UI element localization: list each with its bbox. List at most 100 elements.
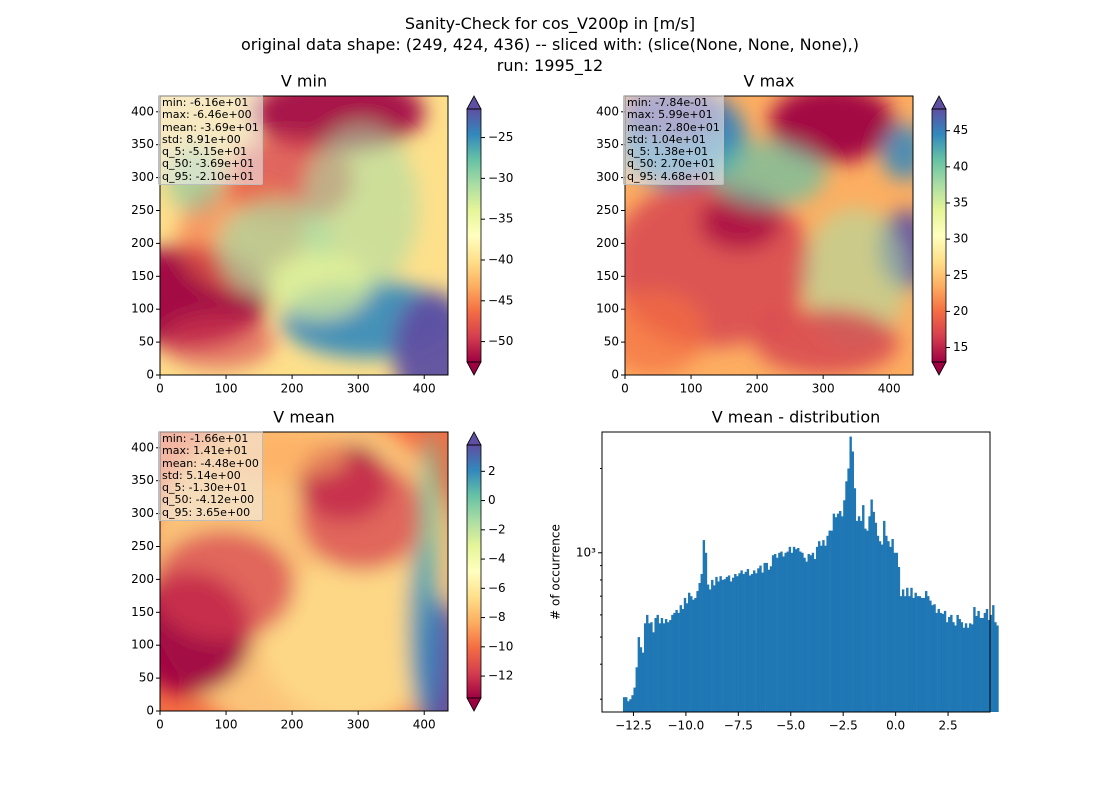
x-tick-label: −7.5 xyxy=(724,719,753,733)
histogram-bar xyxy=(773,554,777,712)
histogram-bar xyxy=(973,607,976,712)
histogram-bar xyxy=(811,552,815,712)
histogram-bar xyxy=(939,612,943,712)
histogram-bar xyxy=(895,552,899,712)
histogram-bar xyxy=(675,609,678,712)
histogram-bar xyxy=(671,614,674,712)
colorbar-extend-max xyxy=(466,431,482,446)
histogram-bar xyxy=(698,582,701,712)
y-axis-label: # of occurrence xyxy=(549,524,563,620)
histogram-bar xyxy=(857,516,861,712)
histogram-bar xyxy=(687,592,691,712)
histogram-bar xyxy=(780,551,783,712)
histogram-bar xyxy=(943,610,947,712)
histogram-bar xyxy=(924,591,928,712)
y-tick-label: 150 xyxy=(596,269,619,283)
colorbar-tick-label: −10 xyxy=(488,639,513,653)
stat-line: q_50: -3.69e+01 xyxy=(162,157,255,171)
heatmap-region xyxy=(881,123,913,180)
x-tick-label: 300 xyxy=(812,382,835,396)
histogram-bar xyxy=(918,596,922,712)
colorbar-tick-label: −12 xyxy=(488,669,513,683)
histogram-bar xyxy=(830,530,834,712)
histogram-bar xyxy=(891,539,894,712)
histogram-bar xyxy=(635,667,638,712)
histogram-bar xyxy=(639,647,643,712)
histogram-bar xyxy=(662,623,666,712)
histogram-bar xyxy=(648,623,651,712)
stat-line: q_50: 2.70e+01 xyxy=(627,157,716,171)
heatmap-region xyxy=(393,291,448,375)
histogram-bar xyxy=(969,623,972,712)
y-tick-label: 200 xyxy=(596,236,619,250)
stat-line: max: 1.41e+01 xyxy=(162,444,248,458)
heatmap-region xyxy=(625,291,706,375)
heatmap-region xyxy=(160,313,276,370)
stat-line: mean: -4.48e+00 xyxy=(162,456,259,470)
histogram-bar xyxy=(899,596,903,712)
panel-title: V min xyxy=(281,72,327,91)
histogram-bar xyxy=(664,619,668,712)
histogram-bar xyxy=(979,617,982,712)
stats-box-vmin: min: -6.16e+01 max: -6.46e+00 mean: -3.69e… xyxy=(158,95,263,186)
y-tick-label: 300 xyxy=(596,170,619,184)
histogram-bar xyxy=(803,557,806,712)
colorbar-extend-max xyxy=(931,95,947,110)
x-tick-label: 200 xyxy=(281,718,304,732)
colorbar-tick-label: 25 xyxy=(953,268,968,282)
histogram-bar xyxy=(859,520,863,712)
histogram-bar xyxy=(740,570,743,712)
histogram-bar xyxy=(971,624,974,712)
histogram-bar xyxy=(757,568,760,712)
histogram-bar xyxy=(933,604,936,712)
colorbar-frame xyxy=(931,108,947,363)
histogram-bar xyxy=(679,605,682,712)
colorbar-tick-label: −30 xyxy=(488,171,513,185)
histogram-bar xyxy=(922,597,926,712)
histogram-bar xyxy=(790,552,794,712)
histogram-bar xyxy=(633,687,636,712)
stat-line: std: 5.14e+00 xyxy=(162,468,241,482)
histogram-bar xyxy=(797,548,800,712)
colorbar-tick-label: −25 xyxy=(488,130,513,144)
histogram-bar xyxy=(901,589,905,712)
histogram-bar xyxy=(650,622,653,712)
histogram-bar xyxy=(843,500,846,712)
histogram-bar xyxy=(792,546,796,712)
stat-line: q_95: -2.10e+01 xyxy=(162,169,255,183)
histogram-bar xyxy=(738,573,741,712)
colorbar xyxy=(932,109,946,362)
histogram-bar xyxy=(713,585,716,712)
plot-frame xyxy=(624,95,914,376)
histogram-bar xyxy=(776,557,779,712)
histogram-bar xyxy=(690,596,693,712)
y-tick-label: 100 xyxy=(131,638,154,652)
heatmap-field xyxy=(625,96,913,375)
histogram-bar xyxy=(658,623,662,712)
histogram-bar xyxy=(838,511,842,712)
histogram-bar xyxy=(994,622,997,712)
histogram-bar xyxy=(794,549,798,712)
histogram-bar xyxy=(767,569,771,712)
colorbar xyxy=(467,109,481,362)
histogram-bar xyxy=(916,596,919,712)
x-tick-label: −12.5 xyxy=(615,719,652,733)
histogram-bar xyxy=(694,597,697,712)
histogram-bar xyxy=(874,522,878,712)
histogram-bar xyxy=(683,597,687,712)
histogram-bar xyxy=(786,551,789,712)
histogram-bar xyxy=(702,540,706,712)
x-tick-label: −2.5 xyxy=(829,719,858,733)
x-tick-label: 300 xyxy=(347,382,370,396)
histogram-bar xyxy=(732,577,735,712)
y-tick-label: 50 xyxy=(139,335,154,349)
histogram-bar xyxy=(801,552,804,712)
heatmap-region xyxy=(266,252,371,320)
histogram-bar xyxy=(929,600,932,712)
stat-line: q_5: -5.15e+01 xyxy=(162,145,248,159)
histogram-bar xyxy=(906,587,909,712)
histogram-bar xyxy=(834,517,838,712)
histogram-bar xyxy=(719,576,722,712)
histogram-bar xyxy=(748,575,752,712)
